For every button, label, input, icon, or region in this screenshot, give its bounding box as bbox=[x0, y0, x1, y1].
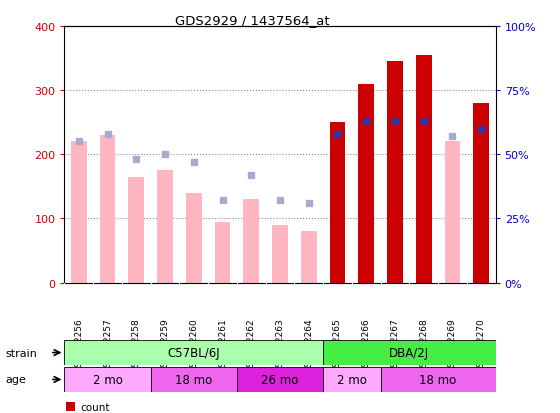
Bar bbox=[151, 367, 237, 392]
Text: 18 mo: 18 mo bbox=[419, 373, 457, 386]
Bar bbox=[244, 199, 259, 283]
Text: 18 mo: 18 mo bbox=[175, 373, 212, 386]
Bar bbox=[71, 142, 87, 283]
Text: GDS2929 / 1437564_at: GDS2929 / 1437564_at bbox=[175, 14, 329, 27]
Bar bbox=[272, 225, 288, 283]
Bar bbox=[323, 340, 496, 366]
Bar bbox=[445, 142, 460, 283]
Text: DBA/2J: DBA/2J bbox=[389, 346, 430, 359]
Bar bbox=[100, 135, 115, 283]
Bar bbox=[64, 367, 151, 392]
Bar bbox=[330, 123, 346, 283]
Text: strain: strain bbox=[6, 348, 38, 358]
Bar bbox=[387, 62, 403, 283]
Bar bbox=[66, 402, 76, 411]
Text: age: age bbox=[6, 375, 26, 385]
Text: 2 mo: 2 mo bbox=[337, 373, 367, 386]
Bar bbox=[157, 171, 173, 283]
Text: 2 mo: 2 mo bbox=[92, 373, 123, 386]
Text: count: count bbox=[80, 402, 110, 412]
Bar bbox=[186, 193, 202, 283]
Bar bbox=[64, 340, 323, 366]
Bar bbox=[237, 367, 323, 392]
Bar bbox=[214, 222, 230, 283]
Text: C57BL/6J: C57BL/6J bbox=[167, 346, 220, 359]
Bar bbox=[473, 104, 489, 283]
Bar bbox=[323, 367, 381, 392]
Bar bbox=[301, 232, 316, 283]
Bar bbox=[416, 56, 432, 283]
Text: 26 mo: 26 mo bbox=[262, 373, 298, 386]
Bar bbox=[381, 367, 496, 392]
Bar bbox=[358, 84, 374, 283]
Bar bbox=[128, 177, 144, 283]
